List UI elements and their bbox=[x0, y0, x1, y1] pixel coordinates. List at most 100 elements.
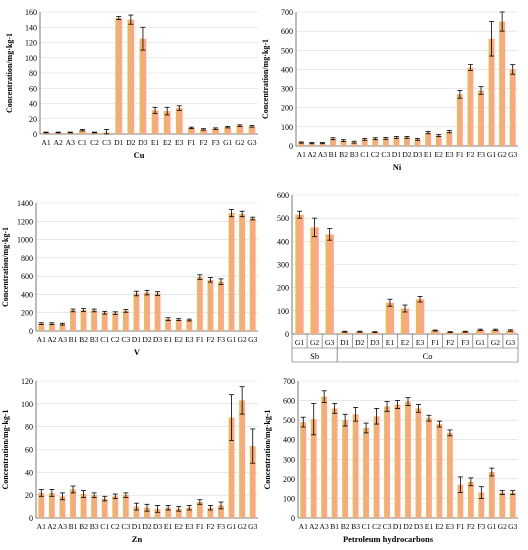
chart-0-bar bbox=[200, 129, 207, 134]
chart-5-bar bbox=[426, 418, 432, 518]
chart-3-category-label: E2 bbox=[401, 338, 410, 347]
chart-3-bar bbox=[415, 299, 425, 334]
chart-3-bar bbox=[385, 302, 395, 334]
chart-2-bar-highlight bbox=[101, 312, 104, 331]
chart-3-bar-highlight bbox=[506, 330, 509, 334]
chart-5-category-label: E1 bbox=[425, 522, 434, 531]
chart-4-y-axis-label: Concentration/mg·kg-1 bbox=[1, 410, 10, 490]
chart-5-bar bbox=[447, 432, 453, 518]
chart-0-bar-highlight bbox=[188, 127, 190, 134]
chart-1-category-label: B3 bbox=[350, 150, 359, 159]
chart-4-bar-highlight bbox=[207, 507, 210, 518]
chart-1-bar bbox=[478, 90, 484, 146]
chart-5-category-label: D1 bbox=[393, 522, 402, 531]
chart-0-ytick-label: 60 bbox=[29, 84, 37, 93]
chart-2-category-label: B3 bbox=[90, 335, 99, 344]
chart-4-category-label: A1 bbox=[37, 522, 46, 531]
chart-3-bar bbox=[295, 214, 304, 334]
chart-0-bar bbox=[212, 128, 219, 134]
chart-1-bar-highlight bbox=[478, 90, 480, 146]
chart-1-bar bbox=[509, 69, 516, 146]
chart-0-bar-highlight bbox=[200, 129, 203, 134]
chart-0-bar-highlight bbox=[103, 132, 106, 134]
chart-2-bar bbox=[38, 323, 45, 331]
chart-0-ytick-label: 160 bbox=[25, 8, 37, 17]
chart-5-ytick-label: 400 bbox=[283, 436, 295, 445]
chart-2-bar-highlight bbox=[165, 319, 167, 331]
chart-3-bar bbox=[506, 330, 515, 334]
chart-0-category-label: D2 bbox=[126, 138, 135, 147]
chart-5-bar-highlight bbox=[342, 420, 344, 518]
chart-0-bar-highlight bbox=[248, 126, 251, 134]
chart-1-category-label: B1 bbox=[329, 150, 338, 159]
chart-5-x-axis-label: Petroleum hydrocarbons bbox=[343, 534, 434, 544]
chart-4-category-label: C3 bbox=[121, 522, 130, 531]
chart-4-bar bbox=[38, 492, 45, 518]
chart-4-bar-highlight bbox=[122, 495, 125, 518]
chart-2-bar-highlight bbox=[38, 323, 41, 331]
chart-1-category-label: D3 bbox=[413, 150, 422, 159]
chart-2-ytick-label: 1200 bbox=[17, 217, 33, 226]
chart-4-bar bbox=[186, 507, 193, 518]
chart-0-bar-highlight bbox=[139, 38, 142, 134]
chart-1-category-label: C2 bbox=[371, 150, 380, 159]
chart-5-category-label: F2 bbox=[467, 522, 475, 531]
chart-2-bar-highlight bbox=[154, 293, 157, 331]
chart-0-y-axis-label: Concentration/mg·kg-1 bbox=[5, 33, 14, 113]
chart-2-bar-highlight bbox=[122, 310, 125, 331]
chart-0-bar-highlight bbox=[79, 130, 81, 134]
chart-2-ytick-label: 400 bbox=[21, 290, 33, 299]
chart-2-category-label: F1 bbox=[196, 335, 204, 344]
chart-4-bar bbox=[59, 496, 66, 518]
chart-3-bar-highlight bbox=[491, 329, 494, 334]
chart-3-category-label: F2 bbox=[446, 338, 454, 347]
chart-1-x-axis-label: Ni bbox=[393, 162, 402, 172]
chart-5-category-label: C2 bbox=[372, 522, 381, 531]
chart-0-bar-highlight bbox=[212, 128, 215, 134]
chart-2-bar bbox=[112, 313, 119, 331]
chart-0-category-label: G2 bbox=[235, 138, 244, 147]
chart-5-bar-highlight bbox=[467, 481, 470, 518]
chart-4-category-label: G3 bbox=[248, 522, 257, 531]
chart-4-bar bbox=[101, 498, 108, 518]
chart-1-category-label: G1 bbox=[487, 150, 496, 159]
chart-3-ytick-label: 400 bbox=[277, 237, 289, 246]
chart-1-y-axis-label: Concentration/mg·kg-1 bbox=[261, 39, 270, 119]
chart-0-category-label: C3 bbox=[102, 138, 111, 147]
chart-1-bar-highlight bbox=[509, 69, 512, 146]
chart-5-bar bbox=[342, 420, 349, 518]
chart-5-category-label: G1 bbox=[487, 522, 496, 531]
chart-1-bar bbox=[351, 142, 358, 146]
chart-2-category-label: F3 bbox=[217, 335, 225, 344]
chart-4-bar bbox=[207, 507, 214, 518]
chart-5-category-label: F1 bbox=[456, 522, 464, 531]
chart-0-bar bbox=[248, 126, 256, 134]
chart-0-ytick-label: 80 bbox=[29, 69, 37, 78]
chart-4-category-label: E1 bbox=[164, 522, 173, 531]
chart-1-bar-highlight bbox=[404, 137, 406, 146]
chart-5-bar-highlight bbox=[457, 484, 460, 518]
chart-3-bar bbox=[310, 227, 319, 334]
chart-5-category-label: A3 bbox=[320, 522, 329, 531]
chart-5-category-label: B3 bbox=[351, 522, 360, 531]
chart-4-bar-highlight bbox=[80, 494, 83, 518]
chart-5-ytick-label: 600 bbox=[283, 397, 295, 406]
chart-2-category-label: E3 bbox=[185, 335, 194, 344]
chart-5-bar-highlight bbox=[447, 432, 449, 518]
chart-4-bar bbox=[91, 495, 98, 518]
chart-1-bar-highlight bbox=[414, 139, 417, 146]
chart-2-category-label: D1 bbox=[132, 335, 141, 344]
chart-5-bar-highlight bbox=[373, 416, 376, 518]
chart-0-category-label: F2 bbox=[199, 138, 207, 147]
chart-4-bar bbox=[228, 417, 235, 518]
chart-2-bar-highlight bbox=[207, 279, 210, 331]
chart-5-ytick-label: 100 bbox=[283, 494, 295, 503]
chart-2-bar bbox=[91, 310, 98, 331]
chart-1-bar bbox=[340, 140, 347, 146]
chart-2-category-label: F2 bbox=[206, 335, 214, 344]
chart-2-bar bbox=[207, 279, 214, 331]
chart-5-bar-highlight bbox=[363, 427, 365, 518]
chart-0-category-label: A3 bbox=[66, 138, 75, 147]
chart-1-category-label: D1 bbox=[392, 150, 401, 159]
chart-5-bar-highlight bbox=[300, 422, 302, 518]
